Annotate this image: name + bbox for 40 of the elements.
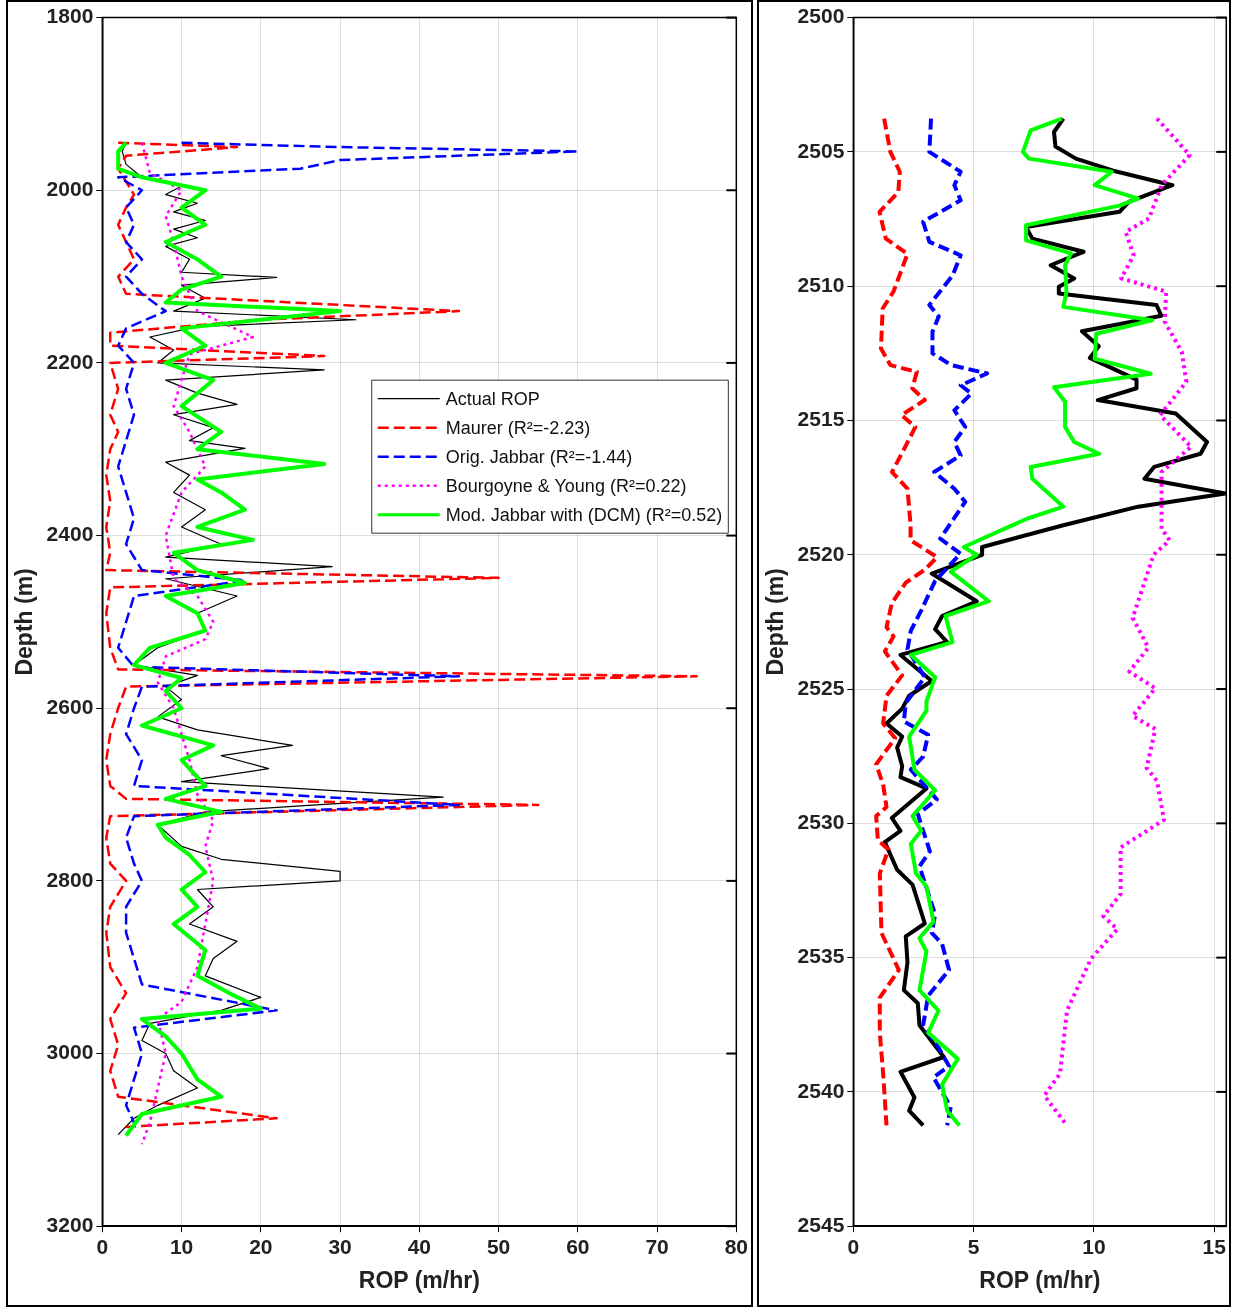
x-axis-title: ROP (m/hr) — [358, 1266, 480, 1293]
y-tick-label: 2520 — [797, 541, 845, 565]
y-tick-label: 2530 — [797, 810, 845, 834]
y-tick-label: 3200 — [46, 1213, 94, 1236]
legend-label: Actual ROP — [445, 388, 540, 409]
x-axis-title: ROP (m/hr) — [979, 1266, 1101, 1293]
y-tick-label: 3000 — [46, 1040, 94, 1064]
x-tick-label: 70 — [645, 1234, 669, 1258]
x-tick-label: 10 — [169, 1234, 194, 1258]
y-tick-label: 2540 — [797, 1078, 845, 1102]
y-tick-label: 2400 — [46, 522, 94, 546]
x-tick-label: 40 — [407, 1234, 431, 1258]
y-tick-label: 2600 — [46, 695, 94, 719]
x-tick-label: 30 — [328, 1234, 352, 1258]
y-tick-label: 2515 — [797, 407, 845, 431]
x-tick-label: 15 — [1202, 1234, 1227, 1258]
y-tick-label: 2000 — [46, 177, 94, 201]
y-tick-label: 2535 — [797, 944, 845, 968]
y-tick-label: 1800 — [46, 4, 94, 28]
x-tick-label: 20 — [249, 1234, 273, 1258]
x-tick-label: 5 — [967, 1234, 980, 1258]
legend-label: Mod. Jabbar with (DCM) (R²=0.52) — [445, 504, 723, 525]
y-tick-label: 2500 — [797, 4, 845, 28]
y-tick-label: 2505 — [797, 138, 845, 162]
legend-label: Bourgoyne & Young (R²=0.22) — [445, 475, 687, 496]
x-tick-label: 0 — [847, 1234, 860, 1258]
x-tick-label: 50 — [486, 1234, 511, 1258]
y-axis-title: Depth (m) — [762, 568, 789, 676]
y-tick-label: 2525 — [797, 675, 845, 699]
x-tick-label: 10 — [1082, 1234, 1106, 1258]
y-tick-label: 2800 — [46, 867, 94, 891]
y-tick-label: 2545 — [797, 1213, 845, 1236]
y-tick-label: 2510 — [797, 272, 845, 296]
x-tick-label: 80 — [724, 1234, 748, 1258]
legend-label: Orig. Jabbar (R²=-1.44) — [445, 446, 633, 467]
y-tick-label: 2200 — [46, 349, 94, 373]
x-tick-label: 0 — [96, 1234, 109, 1258]
y-axis-title: Depth (m) — [11, 568, 38, 676]
legend-label: Maurer (R²=-2.23) — [445, 417, 591, 438]
x-tick-label: 60 — [566, 1234, 590, 1258]
